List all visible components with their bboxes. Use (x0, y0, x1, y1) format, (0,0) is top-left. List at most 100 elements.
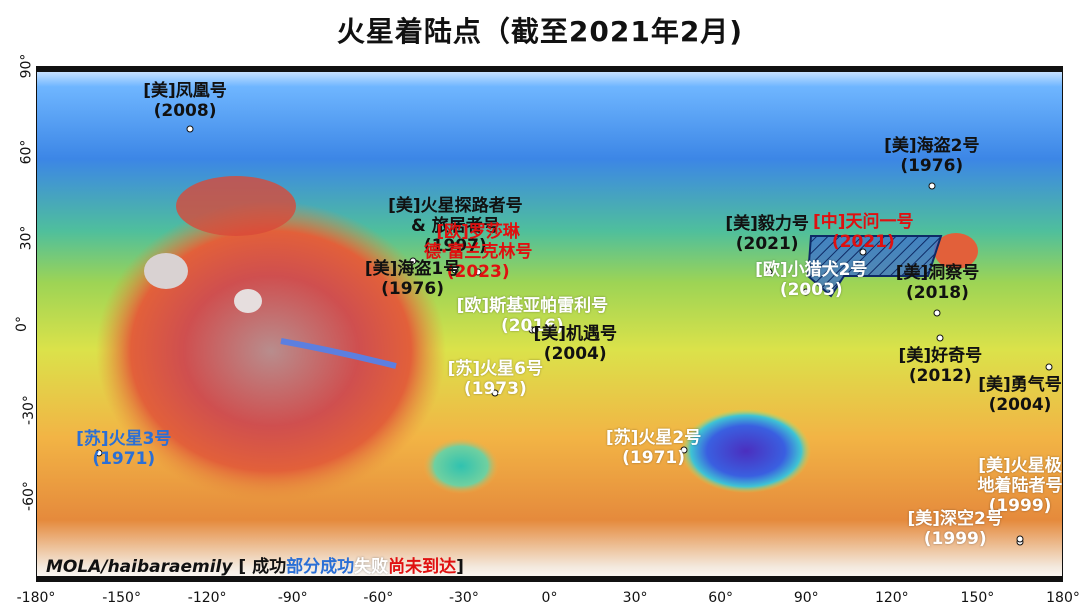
landing-site-label-mars3: [苏]火星3号 (1971) (76, 429, 171, 469)
legend-fail: 失败 (354, 557, 389, 577)
landing-site-label-ds2: [美]深空2号 (1999) (908, 509, 1003, 549)
landing-site-label-rosalind: [欧]罗莎琳 德·富兰克林号 (2023) (424, 222, 532, 282)
x-tick-label: 180° (1046, 590, 1080, 606)
x-tick-label: 150° (960, 590, 995, 606)
elysium-mons (934, 233, 978, 269)
x-tick-label: -120° (187, 590, 227, 606)
legend-close-bracket: ] (456, 557, 464, 577)
site-label-line: [美]火星探路者号 (388, 195, 523, 216)
landing-site-label-tianwen1: [中]天问一号 (2021) (813, 212, 914, 252)
landing-site-marker[interactable] (1016, 535, 1024, 543)
landing-site-label-beagle2: [欧]小猎犬2号 (2003) (755, 260, 867, 300)
landing-site-label-schiaparelli: [欧]斯基亚帕雷利号 (2016) (457, 296, 609, 336)
landing-site-marker[interactable] (531, 326, 539, 334)
landing-site-marker[interactable] (765, 268, 773, 276)
site-label-line: (2021) (831, 232, 895, 253)
landing-site-label-insight: [美]洞察号 (2018) (896, 263, 980, 303)
y-tick-label: -60° (20, 481, 37, 511)
site-label-line: [美]海盗2号 (884, 136, 980, 157)
landing-site-label-curiosity: [美]好奇号 (2012) (899, 346, 983, 386)
site-label-line: [美]毅力号 (725, 214, 809, 235)
landing-site-label-perseverance: [美]毅力号 (2021) (725, 214, 809, 254)
legend-pending: 尚未到达 (388, 557, 457, 577)
landing-site-marker[interactable] (474, 268, 482, 276)
landing-site-marker[interactable] (409, 257, 417, 265)
mars-map (36, 66, 1063, 582)
south-polar-band (36, 576, 1063, 582)
argyre-basin (423, 438, 499, 494)
site-label-line: (2016) (500, 315, 564, 336)
site-label-line: (2023) (446, 262, 510, 283)
site-label-line: [苏]火星6号 (447, 358, 543, 379)
valles-marineris (280, 338, 397, 369)
source-credit: MOLA/haibaraemily (46, 557, 233, 577)
x-tick-label: -150° (102, 590, 141, 606)
legend: MOLA/haibaraemily [ 成功部分成功失败尚未到达] (46, 552, 464, 577)
x-tick-label: 60° (708, 590, 734, 606)
landing-site-label-mars2: [苏]火星2号 (1971) (606, 428, 701, 468)
x-tick-label: 0° (541, 590, 558, 606)
site-label-line: (2012) (908, 366, 972, 387)
site-label-line: (2004) (988, 395, 1052, 415)
site-label-line: (2018) (906, 282, 969, 303)
y-tick-label: 0° (13, 316, 30, 332)
page-title: 火星着陆点（截至2021年2月) (336, 15, 744, 48)
x-tick-label: -180° (16, 590, 56, 606)
site-label-line: (2021) (735, 234, 799, 255)
site-label-line: (1976) (900, 156, 964, 177)
site-label-line: (2004) (543, 343, 607, 364)
landing-site-marker[interactable] (928, 182, 936, 190)
site-label-line: [美]机遇号 (533, 323, 618, 344)
x-tick-label: 30° (622, 590, 648, 606)
landing-site-marker[interactable] (859, 248, 867, 256)
site-label-line: (1999) (988, 495, 1052, 516)
legend-partial: 部分成功 (286, 557, 355, 577)
landing-site-marker[interactable] (936, 334, 944, 342)
site-label-line: [中]天问一号 (813, 212, 914, 233)
x-tick-label: -30° (448, 590, 479, 606)
site-label-line: (1999) (923, 529, 987, 549)
site-label-line: [苏]火星3号 (76, 429, 172, 449)
legend-success: 成功 (252, 557, 287, 577)
landing-site-marker[interactable] (451, 266, 459, 274)
site-label-line: [美]好奇号 (898, 346, 983, 367)
y-tick-label: 60° (18, 139, 35, 165)
site-label-line: [苏]火星2号 (605, 428, 702, 449)
legend-open-bracket: [ (238, 557, 247, 577)
landing-site-marker[interactable] (933, 309, 941, 317)
y-tick-label: 30° (18, 225, 35, 251)
site-label-line: [美]海盗1号 (364, 258, 461, 279)
y-tick-label: 90° (18, 53, 35, 79)
site-label-line: (1973) (463, 378, 527, 399)
landing-site-label-mars6: [苏]火星6号 (1973) (448, 359, 543, 399)
landing-site-label-phoenix: [美]凤凰号 (2008) (143, 81, 227, 121)
site-label-line: 地着陆者号 (977, 475, 1063, 496)
landing-site-label-viking1: [美]海盗1号 (1976) (365, 259, 460, 299)
landing-site-marker[interactable] (186, 125, 194, 133)
landing-site-label-opportunity: [美]机遇号 (2004) (533, 324, 617, 364)
y-tick-label: -30° (20, 395, 37, 425)
site-label-line: (1971) (622, 448, 685, 469)
landing-site-marker[interactable] (491, 389, 499, 397)
site-label-line: [美]勇气号 (978, 375, 1062, 395)
site-label-line: [美]火星极 (978, 455, 1062, 476)
site-label-line: (1976) (381, 278, 444, 299)
landing-site-label-spirit: [美]勇气号 (2004) (978, 375, 1062, 415)
site-label-line: 德·富兰克林号 (423, 242, 533, 263)
x-tick-label: 90° (793, 590, 819, 606)
landing-site-label-pathfinder: [美]火星探路者号 & 旅居者号 (1997) (388, 196, 523, 256)
alba-region (176, 176, 296, 236)
x-tick-label: 120° (874, 590, 909, 606)
tharsis-montes (234, 289, 262, 313)
hellas-basin (681, 409, 811, 493)
site-label-line: [欧]罗莎琳 (436, 222, 520, 243)
site-label-line: [美]深空2号 (907, 509, 1003, 529)
landing-site-marker[interactable] (1045, 363, 1053, 371)
site-label-line: [欧]小猎犬2号 (755, 260, 868, 281)
x-tick-label: -60° (363, 590, 394, 606)
landing-site-label-viking2: [美]海盗2号 (1976) (884, 136, 979, 176)
landing-site-marker[interactable] (680, 446, 688, 454)
landing-site-marker[interactable] (95, 449, 103, 457)
site-label-line: [美]洞察号 (895, 262, 980, 283)
landing-site-marker[interactable] (802, 288, 810, 296)
